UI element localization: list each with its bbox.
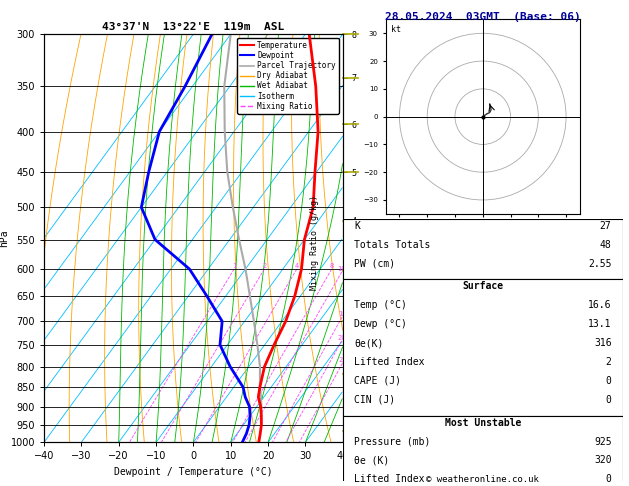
Text: 0: 0	[606, 376, 611, 386]
Y-axis label: km
ASL: km ASL	[370, 238, 386, 258]
Text: 0: 0	[606, 395, 611, 405]
Text: 13.1: 13.1	[588, 319, 611, 329]
Text: 1: 1	[232, 263, 237, 269]
Text: 2.55: 2.55	[588, 259, 611, 269]
Text: 20: 20	[337, 335, 346, 341]
X-axis label: Dewpoint / Temperature (°C): Dewpoint / Temperature (°C)	[114, 467, 273, 477]
Text: © weatheronline.co.uk: © weatheronline.co.uk	[426, 474, 539, 484]
Text: 316: 316	[594, 338, 611, 348]
Title: 43°37'N  13°22'E  119m  ASL: 43°37'N 13°22'E 119m ASL	[103, 22, 284, 32]
Text: Lifted Index: Lifted Index	[354, 357, 425, 367]
Text: 16.6: 16.6	[588, 300, 611, 311]
Text: Most Unstable: Most Unstable	[445, 417, 521, 428]
Text: 8: 8	[330, 263, 334, 269]
Text: θe(K): θe(K)	[354, 338, 384, 348]
Text: 48: 48	[600, 240, 611, 250]
Text: 0: 0	[606, 474, 611, 485]
Text: Pressure (mb): Pressure (mb)	[354, 436, 430, 447]
Bar	[343, 279, 623, 416]
Text: 925: 925	[594, 436, 611, 447]
Text: kt: kt	[391, 25, 401, 35]
Text: CAPE (J): CAPE (J)	[354, 376, 401, 386]
Text: Lifted Index: Lifted Index	[354, 474, 425, 485]
Text: Temp (°C): Temp (°C)	[354, 300, 407, 311]
Text: 28.05.2024  03GMT  (Base: 06): 28.05.2024 03GMT (Base: 06)	[385, 12, 581, 22]
Legend: Temperature, Dewpoint, Parcel Trajectory, Dry Adiabat, Wet Adiabat, Isotherm, Mi: Temperature, Dewpoint, Parcel Trajectory…	[237, 38, 339, 114]
Text: 2: 2	[262, 263, 267, 269]
Text: 25: 25	[338, 357, 347, 364]
Text: 16: 16	[338, 311, 347, 317]
Text: Mixing Ratio (g/kg): Mixing Ratio (g/kg)	[310, 195, 319, 291]
Bar	[343, 416, 623, 486]
Text: CIN (J): CIN (J)	[354, 395, 395, 405]
Text: K: K	[354, 221, 360, 231]
Text: 2: 2	[606, 357, 611, 367]
Text: Surface: Surface	[462, 281, 503, 292]
Text: PW (cm): PW (cm)	[354, 259, 395, 269]
Text: 27: 27	[600, 221, 611, 231]
Text: Totals Totals: Totals Totals	[354, 240, 430, 250]
Text: Dewp (°C): Dewp (°C)	[354, 319, 407, 329]
Text: 10: 10	[338, 266, 346, 272]
Bar	[343, 219, 623, 279]
Text: 4: 4	[294, 263, 299, 269]
Text: θe (K): θe (K)	[354, 455, 389, 466]
Text: 320: 320	[594, 455, 611, 466]
Y-axis label: hPa: hPa	[0, 229, 9, 247]
